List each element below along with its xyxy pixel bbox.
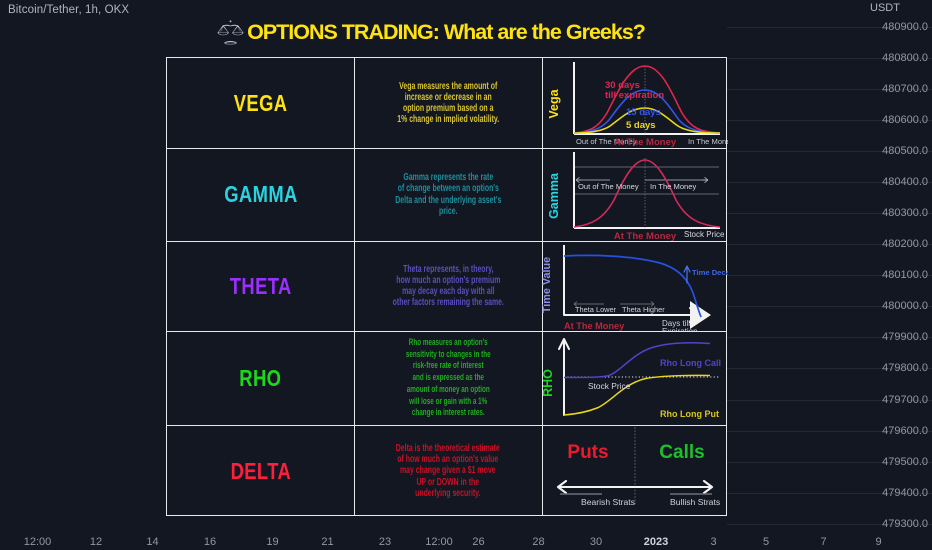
svg-text:till expiration: till expiration bbox=[605, 90, 664, 101]
svg-text:5 days: 5 days bbox=[626, 120, 656, 131]
svg-text:Calls: Calls bbox=[659, 442, 704, 463]
svg-text:At The Money: At The Money bbox=[614, 137, 677, 148]
svg-text:Theta Higher: Theta Higher bbox=[622, 305, 665, 314]
svg-text:Time Decay: Time Decay bbox=[692, 268, 728, 277]
svg-text:Theta Lower: Theta Lower bbox=[575, 305, 617, 314]
svg-text:Bearish Strats: Bearish Strats bbox=[581, 497, 635, 507]
svg-text:Rho Long Put: Rho Long Put bbox=[660, 409, 719, 419]
svg-text:At The Money: At The Money bbox=[564, 321, 625, 331]
svg-text:Puts: Puts bbox=[567, 442, 608, 463]
svg-text:Stock Price: Stock Price bbox=[588, 381, 631, 391]
svg-text:Gamma: Gamma bbox=[547, 172, 561, 219]
svg-text:Out of The Money: Out of The Money bbox=[578, 182, 639, 191]
svg-text:15 days: 15 days bbox=[626, 107, 661, 118]
svg-text:In The Money: In The Money bbox=[650, 182, 696, 191]
svg-text:Stock Price: Stock Price bbox=[684, 230, 725, 239]
svg-text:Vega: Vega bbox=[547, 88, 561, 118]
svg-text:In The Money: In The Money bbox=[688, 137, 728, 146]
svg-text:Bullish Strats: Bullish Strats bbox=[670, 497, 720, 507]
svg-text:At The Money: At The Money bbox=[614, 231, 677, 241]
svg-text:Time Value: Time Value bbox=[542, 257, 553, 313]
svg-text:RHO: RHO bbox=[542, 369, 555, 397]
svg-text:Rho Long Call: Rho Long Call bbox=[660, 358, 721, 368]
